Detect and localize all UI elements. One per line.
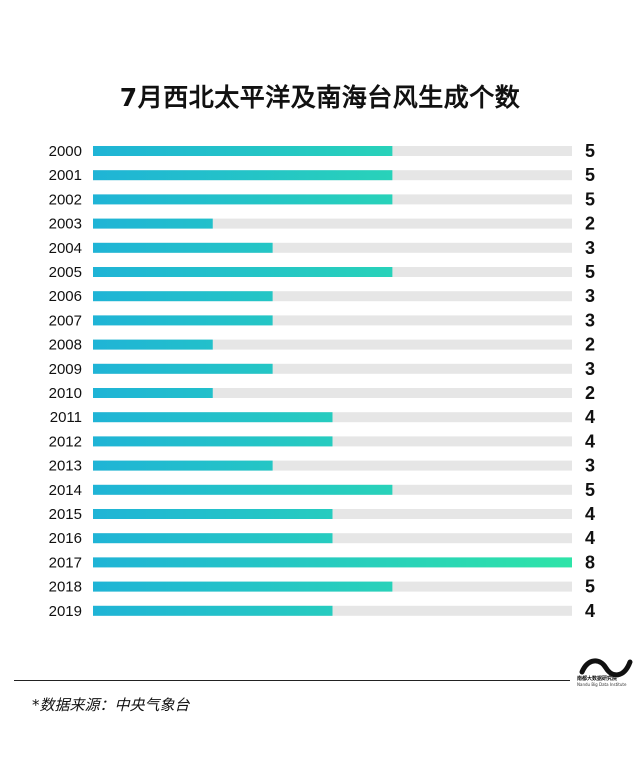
bar — [93, 267, 393, 277]
bar-row: 2016 4 — [49, 528, 595, 548]
year-label: 2010 — [49, 385, 82, 402]
value-label: 4 — [585, 528, 595, 548]
bar — [93, 436, 333, 447]
bar-track — [93, 315, 572, 326]
bar — [93, 388, 213, 398]
value-label: 5 — [585, 165, 595, 185]
bar-row: 2002 5 — [49, 189, 595, 209]
bar — [93, 242, 273, 253]
year-label: 2017 — [49, 554, 82, 571]
value-label: 5 — [585, 141, 595, 161]
value-label: 4 — [585, 504, 595, 524]
year-label: 2008 — [49, 337, 82, 354]
year-label: 2019 — [49, 603, 82, 620]
bar-row: 2004 3 — [49, 238, 595, 258]
bar-row: 2008 2 — [49, 335, 595, 355]
bar — [93, 412, 333, 423]
year-label: 2011 — [50, 409, 82, 426]
bar-row: 2007 3 — [49, 310, 595, 330]
year-label: 2007 — [49, 312, 82, 329]
bar-row: 2014 5 — [49, 480, 595, 500]
bar-track — [93, 363, 572, 374]
bar-track — [93, 242, 572, 253]
bar-row: 2000 5 — [49, 141, 595, 161]
value-label: 5 — [585, 577, 595, 597]
bar — [93, 146, 393, 156]
bar-row: 2009 3 — [49, 359, 595, 379]
value-label: 3 — [585, 286, 595, 306]
value-label: 2 — [585, 335, 595, 355]
bar-row: 2005 5 — [49, 262, 595, 282]
bar-track — [93, 339, 572, 350]
value-label: 2 — [585, 383, 595, 403]
bar-row: 2010 2 — [49, 383, 595, 403]
year-label: 2012 — [49, 433, 82, 450]
value-label: 4 — [585, 431, 595, 451]
bar-row: 2013 3 — [49, 456, 595, 476]
year-label: 2014 — [49, 482, 82, 499]
bar — [93, 533, 333, 544]
bar-track — [93, 291, 572, 302]
year-label: 2009 — [49, 361, 82, 378]
value-label: 5 — [585, 480, 595, 500]
value-label: 3 — [585, 238, 595, 258]
bar — [93, 605, 333, 616]
year-label: 2004 — [49, 240, 82, 257]
bar-row: 2012 4 — [49, 431, 595, 451]
year-label: 2003 — [49, 216, 82, 233]
nandu-logo-icon — [579, 658, 633, 678]
year-label: 2015 — [49, 506, 82, 523]
year-label: 2016 — [49, 530, 82, 547]
bar — [93, 557, 572, 568]
value-label: 5 — [585, 262, 595, 282]
bar — [93, 315, 273, 326]
bar — [93, 339, 213, 350]
bar — [93, 581, 393, 592]
bar — [93, 218, 213, 229]
bar — [93, 484, 393, 495]
bar-row: 2001 5 — [49, 165, 595, 185]
bar-track — [93, 460, 572, 471]
bar-row: 2017 8 — [49, 552, 595, 572]
bar-row: 2011 4 — [50, 407, 595, 427]
bar — [93, 194, 393, 205]
footer-divider — [14, 680, 570, 681]
bar-row: 2019 4 — [49, 601, 595, 621]
bar-track — [93, 218, 572, 229]
year-label: 2002 — [49, 191, 82, 208]
year-label: 2005 — [49, 264, 82, 281]
year-label: 2018 — [49, 579, 82, 596]
data-source-note: *数据来源：中央气象台 — [32, 696, 190, 714]
chart-title: 7月西北太平洋及南海台风生成个数 — [119, 83, 521, 112]
logo-english-name: Nandu Big Data Institute — [577, 682, 627, 687]
value-label: 4 — [585, 601, 595, 621]
year-label: 2000 — [49, 143, 82, 160]
value-label: 2 — [585, 214, 595, 234]
value-label: 3 — [585, 359, 595, 379]
bar — [93, 460, 273, 471]
value-label: 4 — [585, 407, 595, 427]
bar — [93, 363, 273, 374]
year-label: 2006 — [49, 288, 82, 305]
bar-row: 2018 5 — [49, 577, 595, 597]
logo-name: 南都大数据研究院 — [577, 676, 618, 682]
year-label: 2001 — [49, 167, 82, 184]
value-label: 5 — [585, 189, 595, 209]
value-label: 8 — [585, 552, 595, 572]
year-label: 2013 — [49, 458, 82, 475]
bar-row: 2003 2 — [49, 214, 595, 234]
bar — [93, 291, 273, 302]
bar-row: 2015 4 — [49, 504, 595, 524]
value-label: 3 — [585, 456, 595, 476]
bar — [93, 509, 333, 519]
value-label: 3 — [585, 310, 595, 330]
bar — [93, 170, 393, 181]
bar-track — [93, 388, 572, 398]
bar-row: 2006 3 — [49, 286, 595, 306]
bar-chart: 2000 5 2001 5 2002 5 2003 2 2004 3 2005 5 2006 3 2007 3… — [49, 141, 595, 621]
